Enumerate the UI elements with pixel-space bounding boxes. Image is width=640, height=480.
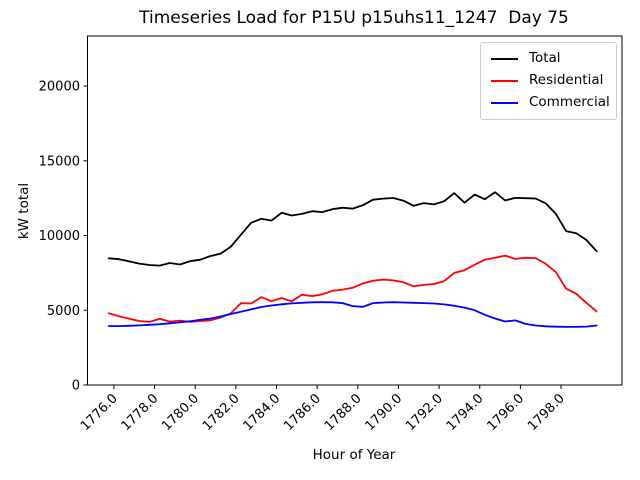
series-line-commercial: [107, 301, 598, 328]
y-tick-label: 10000: [39, 229, 80, 244]
x-tick-label: 1778.0: [119, 391, 162, 434]
y-tick-label: 20000: [39, 80, 80, 95]
x-tick-label: 1776.0: [78, 391, 121, 434]
x-tick-label: 1782.0: [200, 391, 243, 434]
legend-item-residential: Residential: [491, 73, 608, 88]
y-tick-label: 5000: [47, 304, 80, 319]
x-tick-label: 1786.0: [281, 391, 324, 434]
x-tick-label: 1798.0: [525, 391, 568, 434]
series-line-residential: [107, 254, 598, 323]
legend-label: Commercial: [529, 94, 610, 110]
legend-line-swatch: [491, 57, 518, 60]
x-tick-label: 1790.0: [362, 391, 405, 434]
x-tick-label: 1780.0: [159, 391, 202, 434]
legend-label: Residential: [529, 72, 604, 88]
legend-item-commercial: Commercial: [491, 94, 610, 110]
y-tick-label: 0: [72, 379, 80, 394]
x-tick-label: 1788.0: [322, 391, 365, 434]
legend-line-swatch: [491, 79, 518, 82]
x-tick-label: 1784.0: [241, 391, 284, 434]
x-tick-label: 1792.0: [403, 391, 446, 434]
x-tick-label: 1796.0: [484, 391, 527, 434]
plot-frame: [87, 35, 623, 386]
series-line-total: [107, 191, 598, 267]
x-axis-label: Hour of Year: [312, 447, 396, 463]
legend-item-total: Total: [491, 51, 608, 66]
legend-line-swatch: [491, 101, 518, 104]
legend-label: Total: [529, 50, 561, 66]
chart-title: Timeseries Load for P15U p15uhs11_1247 D…: [139, 8, 569, 28]
y-tick-label: 15000: [39, 154, 80, 169]
x-tick-label: 1794.0: [444, 391, 487, 434]
legend: Total Residential Commercial: [480, 42, 617, 120]
